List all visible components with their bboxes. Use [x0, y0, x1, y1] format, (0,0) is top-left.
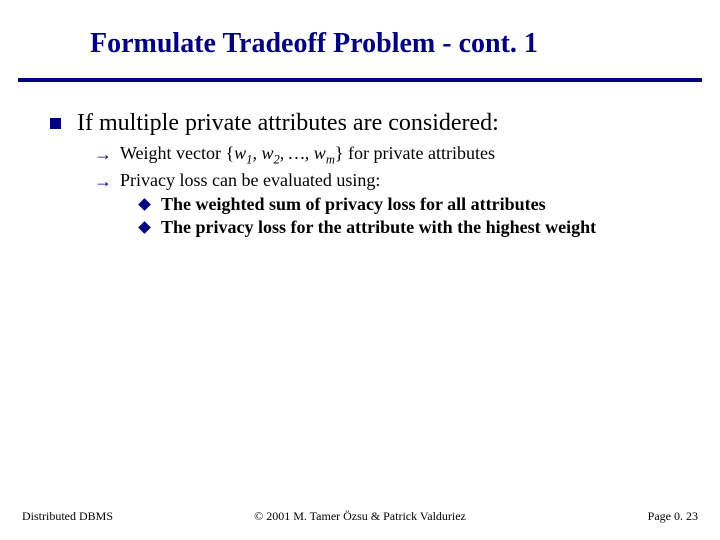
bullet-level3: The weighted sum of privacy loss for all… — [140, 194, 680, 215]
diamond-bullet-icon — [138, 198, 151, 211]
arrow-icon: → — [94, 170, 112, 192]
bullet-level2: → Privacy loss can be evaluated using: — [94, 170, 680, 192]
l2a-w1: w — [234, 143, 246, 163]
l3a-text: The weighted sum of privacy loss for all… — [161, 194, 546, 215]
body-area: If multiple private attributes are consi… — [0, 82, 720, 238]
diamond-bullet-icon — [138, 221, 151, 234]
square-bullet-icon — [50, 118, 61, 129]
l2b-text: Privacy loss can be evaluated using: — [120, 170, 380, 191]
slide-title: Formulate Tradeoff Problem - cont. 1 — [90, 28, 680, 60]
title-area: Formulate Tradeoff Problem - cont. 1 — [0, 0, 720, 70]
footer: Distributed DBMS © 2001 M. Tamer Özsu & … — [0, 509, 720, 524]
bullet-level1: If multiple private attributes are consi… — [50, 110, 680, 137]
bullet-level2: → Weight vector {w1, w2, …, wm} for priv… — [94, 143, 680, 168]
arrow-icon: → — [94, 143, 112, 165]
l2a-post: } for private attributes — [335, 143, 495, 163]
l2a-sm: m — [326, 153, 335, 167]
l2a-c2: , …, — [280, 143, 314, 163]
l2a-wm: w — [314, 143, 326, 163]
l1-text: If multiple private attributes are consi… — [77, 110, 499, 137]
l3b-text: The privacy loss for the attribute with … — [161, 217, 596, 238]
slide: Formulate Tradeoff Problem - cont. 1 If … — [0, 0, 720, 540]
bullet-level3: The privacy loss for the attribute with … — [140, 217, 680, 238]
l2a-w2: w — [261, 143, 273, 163]
footer-center: © 2001 M. Tamer Özsu & Patrick Valduriez — [0, 509, 720, 524]
l2a-pre: Weight vector { — [120, 143, 234, 163]
l2a-text: Weight vector {w1, w2, …, wm} for privat… — [120, 143, 495, 168]
